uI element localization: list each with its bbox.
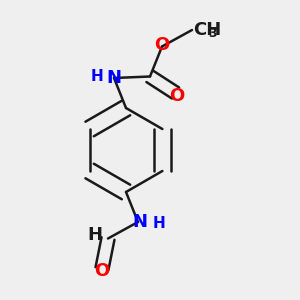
Text: CH: CH [194, 21, 222, 39]
Text: H: H [87, 226, 102, 244]
Text: N: N [106, 69, 122, 87]
Text: O: O [154, 36, 169, 54]
Text: 3: 3 [208, 27, 217, 40]
Text: H: H [91, 69, 104, 84]
Text: N: N [132, 213, 147, 231]
Text: O: O [169, 87, 184, 105]
Text: O: O [94, 262, 110, 280]
Text: H: H [153, 216, 165, 231]
